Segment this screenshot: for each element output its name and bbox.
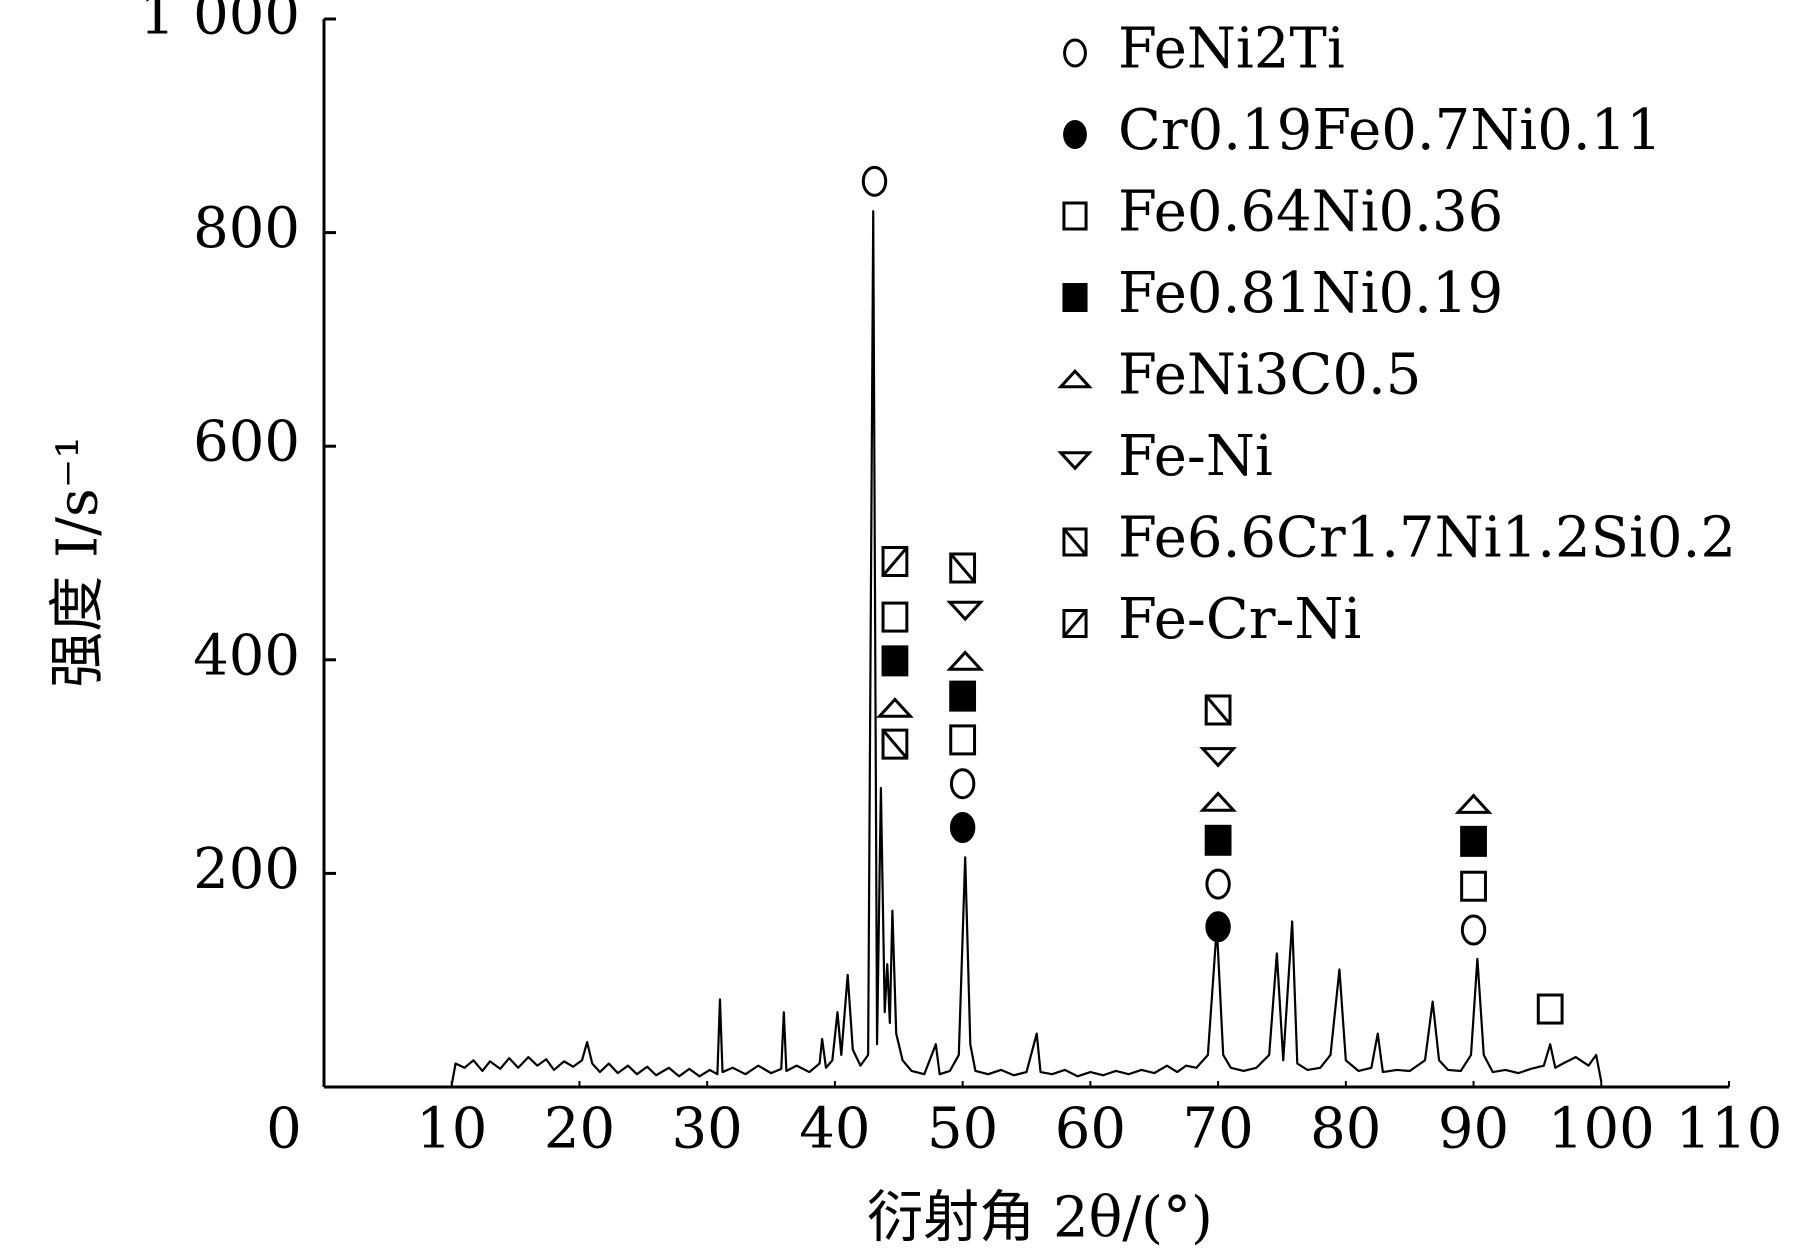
legend-label: Fe-Cr-Ni xyxy=(1118,587,1361,652)
marker xyxy=(949,552,977,584)
marker xyxy=(881,546,909,578)
marker xyxy=(881,601,909,633)
marker xyxy=(1062,527,1088,557)
x-tick-label: 90 xyxy=(1438,1097,1509,1162)
x-tick-label: 40 xyxy=(799,1097,870,1162)
marker xyxy=(949,811,976,843)
x-tick-label: 70 xyxy=(1182,1097,1253,1162)
marker xyxy=(1205,911,1231,943)
marker xyxy=(1062,283,1088,312)
y-tick-label: 200 xyxy=(193,837,300,902)
marker xyxy=(1454,793,1493,814)
marker xyxy=(949,680,977,712)
marker xyxy=(946,600,985,622)
legend-label: Cr0.19Fe0.7Ni0.11 xyxy=(1118,98,1662,163)
x-tick-label: 20 xyxy=(544,1097,615,1162)
legend-label: Fe6.6Cr1.7Ni1.2Si0.2 xyxy=(1118,506,1736,571)
xrd-trace xyxy=(450,210,1603,1086)
x-tick-label: 100 xyxy=(1548,1097,1655,1162)
x-tick-label: 10 xyxy=(416,1097,487,1162)
marker xyxy=(1057,368,1093,389)
marker xyxy=(1460,870,1487,902)
marker xyxy=(881,645,909,677)
marker xyxy=(1062,609,1088,638)
y-tick-label: 1 000 xyxy=(140,0,300,48)
x-axis-label: 衍射角 2θ/(°) xyxy=(867,1186,1213,1250)
y-tick-label: 800 xyxy=(193,196,300,261)
x-tick-label: 50 xyxy=(927,1097,998,1162)
marker xyxy=(1205,868,1231,900)
y-axis-label: 强度 I/s⁻¹ xyxy=(46,436,111,688)
y-tick-label: 600 xyxy=(193,410,300,475)
marker xyxy=(1536,993,1564,1025)
marker xyxy=(1199,747,1237,768)
marker xyxy=(1063,120,1087,149)
marker xyxy=(861,165,888,197)
x-tick-label: 110 xyxy=(1676,1097,1783,1162)
marker xyxy=(1204,694,1232,726)
marker xyxy=(1057,451,1093,471)
x-tick-label: 60 xyxy=(1055,1097,1126,1162)
marker xyxy=(1204,824,1232,856)
legend-label: FeNi2Ti xyxy=(1118,17,1345,82)
marker xyxy=(1199,791,1237,812)
marker xyxy=(949,724,977,756)
marker xyxy=(949,768,976,800)
marker xyxy=(1063,38,1087,68)
x-tick-label: 80 xyxy=(1310,1097,1381,1162)
legend-label: Fe-Ni xyxy=(1118,424,1273,489)
marker xyxy=(876,697,914,718)
marker xyxy=(881,728,909,760)
y-tick-label: 400 xyxy=(193,623,300,688)
y-tick-label: 0 xyxy=(266,1097,302,1162)
marker xyxy=(1062,201,1088,231)
legend-label: Fe0.64Ni0.36 xyxy=(1118,180,1503,245)
marker xyxy=(1460,914,1487,946)
legend-label: Fe0.81Ni0.19 xyxy=(1118,261,1503,326)
legend-label: FeNi3C0.5 xyxy=(1118,343,1421,408)
marker xyxy=(946,650,985,671)
x-tick-label: 30 xyxy=(672,1097,743,1162)
marker xyxy=(1460,825,1487,857)
